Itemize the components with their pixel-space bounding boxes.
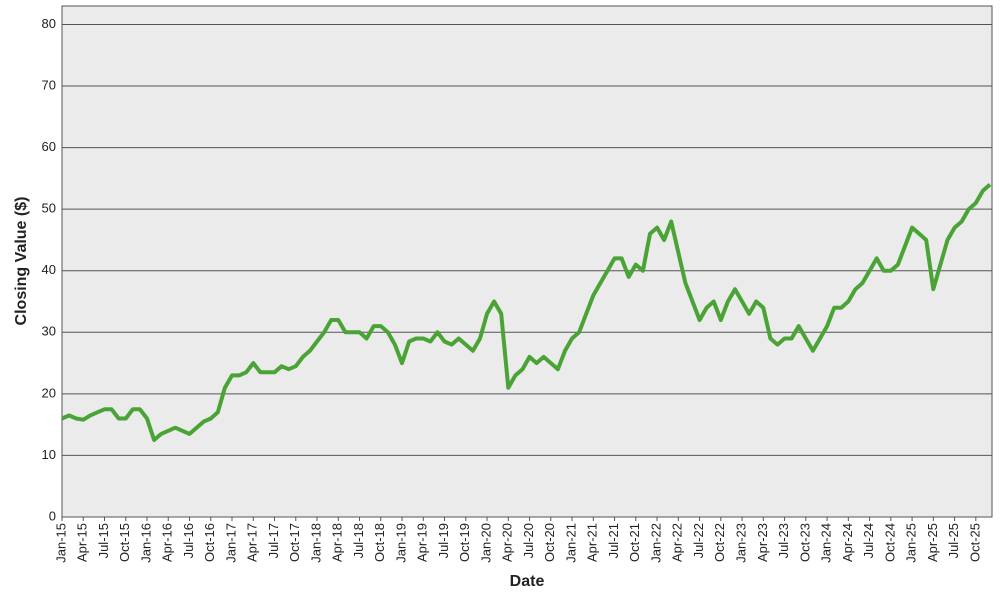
y-tick-label: 70 <box>42 77 56 92</box>
x-tick-label: Jan-23 <box>733 523 748 563</box>
x-tick-label: Jul-21 <box>606 523 621 558</box>
x-tick-label: Apr-22 <box>670 523 685 562</box>
plot-area <box>61 5 993 518</box>
x-axis-title: Date <box>510 573 545 590</box>
x-tick-label: Jan-24 <box>819 523 834 563</box>
x-tick-label: Apr-18 <box>330 523 345 562</box>
x-tick-label: Oct-17 <box>287 523 302 562</box>
x-tick-label: Jul-19 <box>436 523 451 558</box>
x-tick-label: Apr-17 <box>245 523 260 562</box>
x-tick-label: Jan-25 <box>904 523 919 563</box>
x-tick-label: Oct-22 <box>712 523 727 562</box>
y-tick-label: 40 <box>42 262 56 277</box>
y-tick-label: 30 <box>42 324 56 339</box>
x-tick-label: Jan-21 <box>563 523 578 563</box>
x-tick-label: Jul-22 <box>691 523 706 558</box>
y-tick-label: 50 <box>42 201 56 216</box>
x-tick-label: Oct-15 <box>117 523 132 562</box>
x-tick-label: Apr-23 <box>755 523 770 562</box>
x-tick-label: Apr-24 <box>840 523 855 562</box>
x-tick-label: Jan-16 <box>138 523 153 563</box>
x-tick-label: Jul-15 <box>96 523 111 558</box>
x-tick-label: Jul-18 <box>351 523 366 558</box>
x-tick-label: Oct-23 <box>797 523 812 562</box>
x-tick-label: Jan-19 <box>393 523 408 563</box>
x-tick-label: Apr-20 <box>500 523 515 562</box>
y-tick-label: 20 <box>42 385 56 400</box>
x-tick-label: Jan-22 <box>648 523 663 563</box>
x-tick-label: Jan-20 <box>478 523 493 563</box>
x-tick-label: Jan-18 <box>308 523 323 563</box>
y-axis-title: Closing Value ($) <box>13 197 30 326</box>
x-tick-label: Apr-19 <box>415 523 430 562</box>
x-tick-label: Jan-17 <box>223 523 238 563</box>
x-tick-label: Apr-15 <box>75 523 90 562</box>
x-tick-label: Oct-21 <box>627 523 642 562</box>
x-tick-label: Jul-20 <box>521 523 536 558</box>
x-tick-label: Jul-25 <box>946 523 961 558</box>
x-tick-label: Oct-19 <box>457 523 472 562</box>
x-tick-label: Jul-23 <box>776 523 791 558</box>
x-tick-label: Apr-21 <box>585 523 600 562</box>
x-tick-label: Oct-18 <box>372 523 387 562</box>
y-tick-label: 10 <box>42 447 56 462</box>
x-tick-label: Oct-24 <box>882 523 897 562</box>
line <box>61 182 992 442</box>
y-tick-label: 60 <box>42 139 56 154</box>
x-tick-label: Oct-16 <box>202 523 217 562</box>
x-tick-label: Jan-15 <box>53 523 68 563</box>
x-tick-label: Apr-25 <box>925 523 940 562</box>
x-tick-label: Jul-16 <box>181 523 196 558</box>
x-tick-label: Jul-24 <box>861 523 876 558</box>
x-tick-label: Jul-17 <box>266 523 281 558</box>
x-tick-label: Oct-20 <box>542 523 557 562</box>
y-tick-label: 80 <box>42 16 56 31</box>
y-tick-label: 0 <box>49 508 56 523</box>
x-tick-label: Oct-25 <box>967 523 982 562</box>
x-tick-label: Apr-16 <box>160 523 175 562</box>
